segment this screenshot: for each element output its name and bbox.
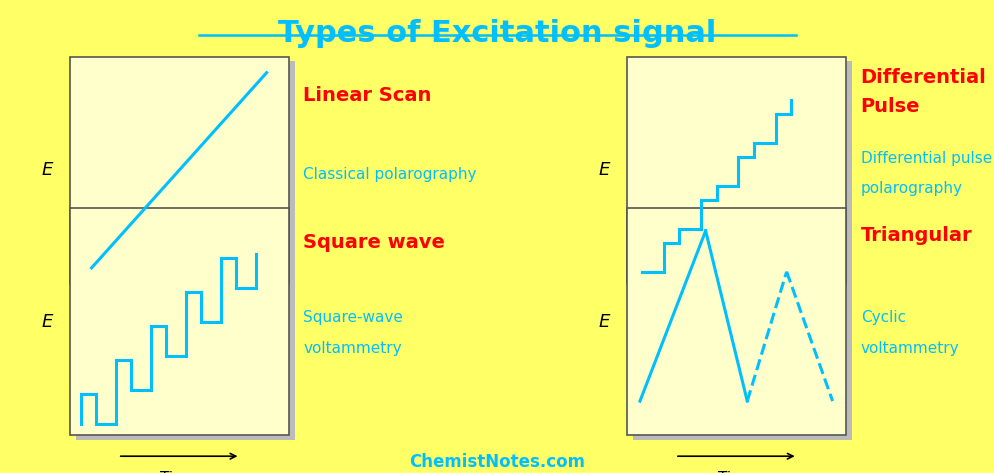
Text: Differential: Differential xyxy=(860,68,985,87)
Text: voltammetry: voltammetry xyxy=(303,342,402,356)
Text: polarography: polarography xyxy=(860,181,962,196)
Text: Differential pulse: Differential pulse xyxy=(860,151,991,166)
Text: Time: Time xyxy=(160,471,198,473)
Text: Time: Time xyxy=(160,320,198,335)
Text: ChemistNotes.com: ChemistNotes.com xyxy=(410,453,584,471)
Text: $E$: $E$ xyxy=(41,161,55,179)
Text: $E$: $E$ xyxy=(597,313,611,331)
Text: $E$: $E$ xyxy=(597,161,611,179)
Text: voltammetry: voltammetry xyxy=(860,342,958,356)
Text: Square-wave: Square-wave xyxy=(303,310,403,324)
Text: $E$: $E$ xyxy=(41,313,55,331)
Text: Triangular: Triangular xyxy=(860,226,971,245)
Text: Linear Scan: Linear Scan xyxy=(303,86,431,105)
Text: Time: Time xyxy=(717,320,754,335)
Text: Cyclic: Cyclic xyxy=(860,310,905,324)
Text: Classical polarography: Classical polarography xyxy=(303,167,476,182)
Text: Types of Excitation signal: Types of Excitation signal xyxy=(278,19,716,48)
Text: Time: Time xyxy=(717,471,754,473)
Text: Square wave: Square wave xyxy=(303,233,445,252)
Text: Pulse: Pulse xyxy=(860,97,919,116)
